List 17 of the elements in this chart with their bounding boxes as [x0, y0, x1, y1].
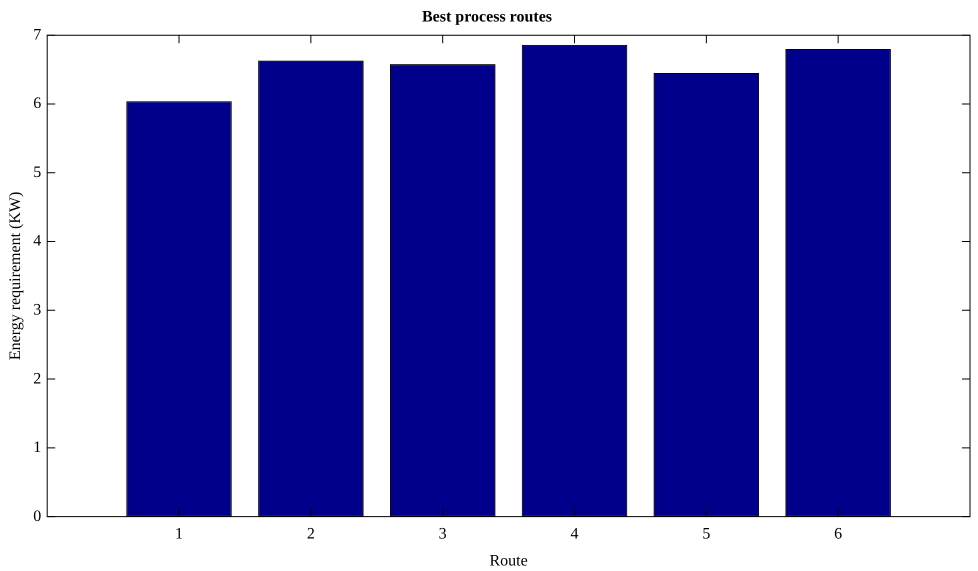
y-tick-label: 5	[33, 164, 42, 181]
x-tick-label: 5	[702, 525, 710, 542]
x-tick-label: 4	[570, 525, 579, 542]
x-tick-label: 3	[438, 525, 447, 542]
x-tick-label: 6	[834, 525, 842, 542]
y-axis-title: Energy requirement (KW)	[6, 192, 24, 360]
x-tick-label: 1	[175, 525, 184, 542]
y-tick-label: 0	[33, 508, 42, 525]
y-tick-label: 6	[33, 95, 42, 112]
x-tick-label: 2	[306, 525, 315, 542]
y-tick-label: 3	[33, 301, 42, 318]
chart-title: Best process routes	[422, 8, 552, 26]
y-tick-label: 2	[33, 370, 42, 388]
y-tick-label: 4	[33, 232, 42, 250]
x-axis-title: Route	[489, 552, 528, 570]
y-tick-label: 7	[33, 26, 42, 44]
y-tick-label: 1	[33, 439, 42, 456]
